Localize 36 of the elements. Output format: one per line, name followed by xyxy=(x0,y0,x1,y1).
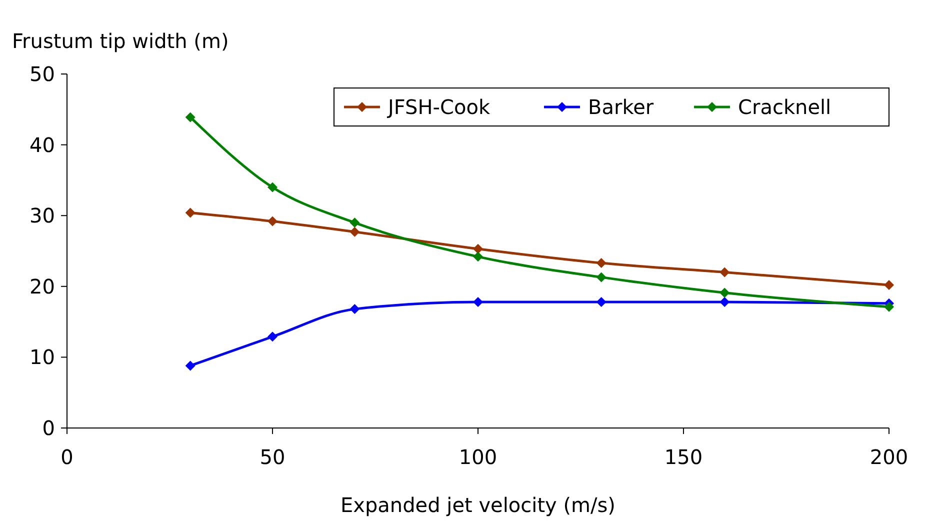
point xyxy=(350,304,360,314)
point xyxy=(185,208,196,218)
point xyxy=(268,332,278,342)
point xyxy=(185,112,196,122)
x-axis-title: Expanded jet velocity (m/s) xyxy=(340,493,616,517)
legend-label: Barker xyxy=(588,95,654,119)
y-tick-label: 30 xyxy=(30,204,55,228)
point xyxy=(884,280,894,290)
point xyxy=(350,226,360,237)
y-tick-label: 20 xyxy=(30,274,55,298)
point xyxy=(268,182,278,192)
y-tick-label: 0 xyxy=(42,416,55,440)
x-tick-label: 0 xyxy=(60,445,74,469)
y-tick-label: 50 xyxy=(30,62,55,86)
point xyxy=(473,296,483,307)
x-tick-label: 100 xyxy=(458,445,498,469)
y-axis-title: Frustum tip width (m) xyxy=(12,29,229,53)
point xyxy=(720,296,730,307)
legend-label: Cracknell xyxy=(738,95,832,119)
point xyxy=(596,296,606,307)
x-tick-label: 150 xyxy=(664,445,703,469)
point xyxy=(596,258,606,268)
point xyxy=(185,360,196,371)
y-tick-label: 40 xyxy=(30,132,55,157)
point xyxy=(350,218,360,228)
point xyxy=(473,252,483,262)
point xyxy=(473,244,483,254)
point xyxy=(720,267,730,278)
x-tick-label: 200 xyxy=(870,445,908,469)
legend-label: JFSH-Cook xyxy=(386,95,490,119)
point xyxy=(884,302,894,312)
x-tick-label: 50 xyxy=(260,445,286,469)
y-tick-label: 10 xyxy=(30,345,55,370)
point xyxy=(268,216,278,226)
point xyxy=(720,288,730,298)
point xyxy=(596,272,606,282)
